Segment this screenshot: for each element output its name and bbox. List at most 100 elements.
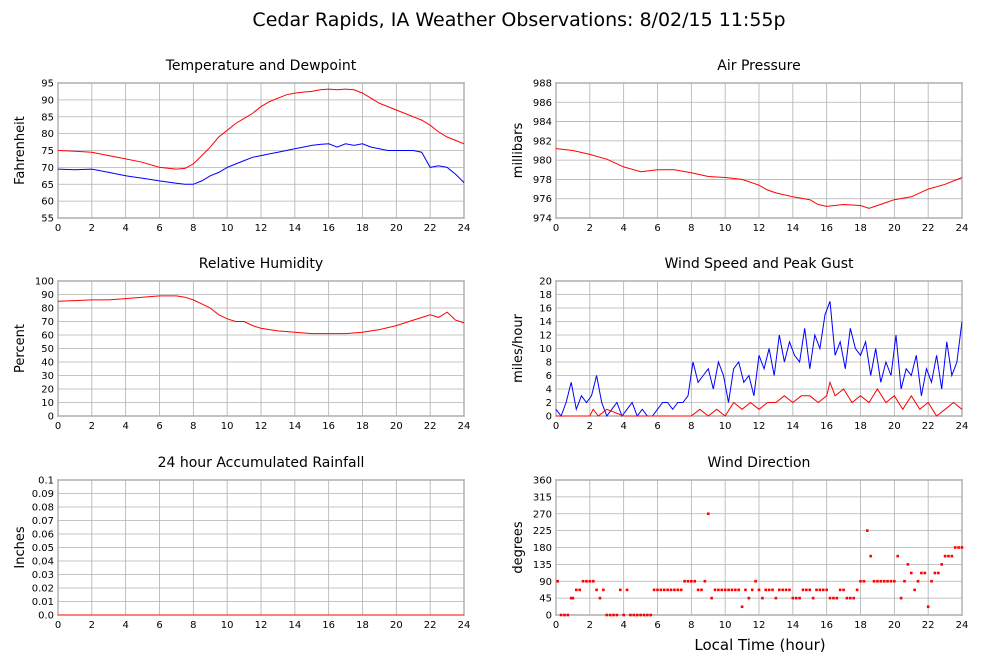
temp-series-line [57, 88, 465, 170]
direction-point [723, 588, 727, 592]
temp-ytick-label: 60 [41, 197, 54, 208]
rain-ylabel: Inches [13, 526, 28, 568]
direction-point [686, 579, 690, 583]
humidity-xtick-label: 6 [156, 421, 162, 432]
direction-point [757, 588, 761, 592]
direction-point [747, 596, 751, 600]
temp-xtick-label: 6 [156, 223, 162, 234]
direction-point [906, 563, 910, 566]
direction-point [821, 588, 825, 592]
direction-point [693, 579, 697, 583]
wind-xtick-label: 24 [956, 421, 969, 432]
direction-point [832, 596, 835, 600]
rain-ytick-label: 0.06 [32, 530, 54, 541]
direction-point [805, 588, 808, 592]
wind-ytick-label: 16 [539, 304, 552, 315]
direction-point [784, 588, 788, 592]
pressure-ytick-label: 988 [533, 79, 552, 90]
direction-point [771, 588, 774, 592]
direction-point [727, 588, 730, 592]
wind-xtick-label: 8 [688, 421, 694, 432]
direction-point [690, 579, 693, 583]
direction-point [740, 605, 744, 609]
pressure-xtick-label: 10 [719, 223, 732, 234]
humidity-xtick-label: 24 [458, 421, 471, 432]
temp-xtick-label: 4 [122, 223, 128, 234]
wind-xtick-label: 22 [922, 421, 935, 432]
pressure-ytick-label: 974 [533, 214, 552, 225]
humidity-ylabel: Percent [13, 324, 28, 373]
direction-point [666, 588, 669, 592]
direction-xtick-label: 12 [753, 620, 766, 631]
rain-xtick-label: 2 [89, 620, 95, 631]
direction-xtick-label: 6 [654, 620, 660, 631]
direction-point [882, 579, 886, 583]
direction-ytick-label: 270 [533, 509, 552, 520]
direction-point [889, 579, 893, 583]
wind-ytick-label: 10 [539, 344, 552, 355]
direction-point [950, 554, 954, 558]
direction-point [953, 546, 957, 549]
wind-ytick-label: 0 [546, 412, 552, 423]
direction-point [595, 588, 598, 592]
pressure-ylabel: millibars [511, 123, 526, 179]
direction-point [730, 588, 734, 592]
direction-ytick-label: 180 [533, 543, 552, 554]
pressure-title: Air Pressure [717, 58, 800, 74]
pressure-ytick-label: 984 [533, 117, 552, 128]
humidity-ytick-label: 90 [41, 290, 54, 301]
direction-point [865, 529, 869, 532]
direction-xtick-label: 18 [854, 620, 867, 631]
direction-point [957, 546, 960, 549]
temp-xtick-label: 22 [424, 223, 437, 234]
direction-point [872, 579, 876, 583]
temp-series-line [57, 143, 465, 185]
direction-point [761, 596, 764, 600]
temp-xtick-label: 24 [458, 223, 471, 234]
direction-point [835, 596, 839, 600]
wind-ytick-label: 12 [539, 331, 552, 342]
direction-point [815, 588, 818, 592]
direction-point [703, 579, 707, 583]
wind-title: Wind Speed and Peak Gust [665, 256, 854, 272]
temp-xtick-label: 10 [221, 223, 234, 234]
direction-point [744, 588, 747, 592]
direction-point [642, 613, 646, 617]
temp-title: Temperature and Dewpoint [165, 58, 357, 74]
direction-ytick-label: 0 [546, 611, 552, 622]
rain-ytick-label: 0.05 [32, 543, 54, 554]
pressure-xtick-label: 0 [553, 223, 559, 234]
direction-point [571, 596, 575, 600]
direction-point [926, 605, 930, 609]
rain-xtick-label: 18 [356, 620, 369, 631]
direction-point [781, 588, 784, 592]
direction-point [896, 554, 900, 558]
pressure-xtick-label: 18 [854, 223, 867, 234]
temp-ytick-label: 65 [41, 180, 54, 191]
rain-ytick-label: 0.09 [32, 489, 54, 500]
direction-point [683, 579, 686, 583]
temp-ytick-label: 75 [41, 146, 54, 157]
direction-title: Wind Direction [708, 455, 811, 471]
rain-xtick-label: 20 [390, 620, 403, 631]
wind-xtick-label: 6 [654, 421, 660, 432]
rain-ytick-label: 0.1 [38, 476, 54, 487]
direction-point [913, 588, 916, 592]
rain-xtick-label: 8 [190, 620, 196, 631]
direction-point [838, 588, 842, 592]
direction-point [937, 571, 940, 575]
direction-point [578, 588, 581, 592]
humidity-ytick-label: 10 [41, 398, 54, 409]
direction-point [859, 579, 862, 583]
direction-point [909, 571, 913, 575]
direction-point [754, 579, 757, 583]
temp-xtick-label: 0 [55, 223, 61, 234]
direction-ytick-label: 360 [533, 476, 552, 487]
direction-point [629, 613, 632, 617]
direction-point [842, 588, 845, 592]
wind-xtick-label: 4 [620, 421, 626, 432]
direction-xtick-label: 22 [922, 620, 935, 631]
